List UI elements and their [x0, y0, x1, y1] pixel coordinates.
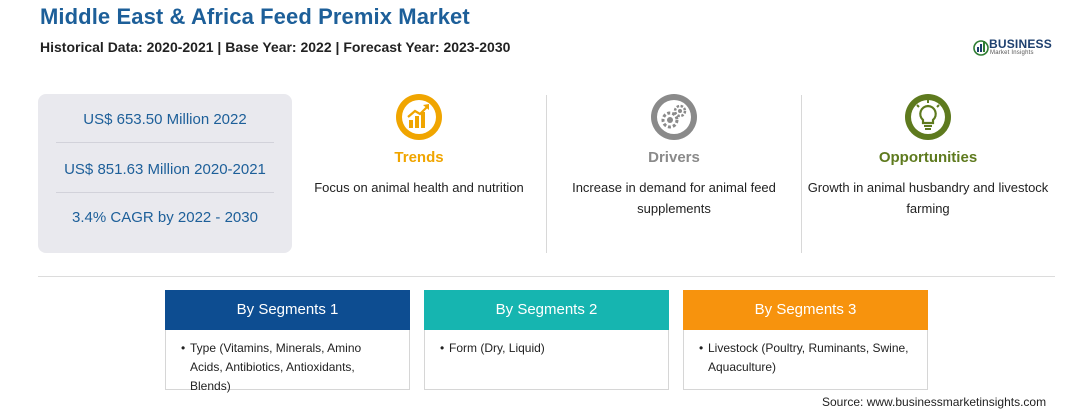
logo-mark-icon [973, 40, 989, 56]
stat-cagr: 3.4% CAGR by 2022 - 2030 [72, 209, 258, 226]
trends-text: Focus on animal health and nutrition [314, 180, 524, 195]
section-divider [38, 276, 1055, 277]
company-logo: BUSINESS Market Insights [973, 36, 1063, 62]
gears-icon [649, 92, 699, 142]
drivers-text: Increase in demand for animal feed suppl… [572, 180, 776, 216]
opportunities-title: Opportunities [878, 149, 978, 166]
stats-panel: US$ 653.50 Million 2022 US$ 851.63 Milli… [38, 94, 292, 253]
drivers-title: Drivers [648, 149, 700, 166]
page-title: Middle East & Africa Feed Premix Market [40, 4, 470, 29]
segment-3-text: Livestock (Poultry, Ruminants, Swine, Aq… [708, 341, 909, 374]
source-note: Source: www.businessmarketinsights.com [822, 395, 1047, 409]
column-divider [801, 95, 802, 253]
segment-3-header: By Segments 3 [683, 290, 928, 330]
logo-sub: Market Insights [990, 50, 1034, 56]
chart-up-icon [394, 92, 444, 142]
stat-divider [56, 142, 274, 143]
column-divider [546, 95, 547, 253]
stat-market-size-historical: US$ 851.63 Million 2020-2021 [64, 161, 266, 178]
stat-market-size-2022: US$ 653.50 Million 2022 [83, 111, 247, 128]
segment-1: By Segments 1 • Type (Vitamins, Minerals… [165, 290, 410, 393]
segment-2-header: By Segments 2 [424, 290, 669, 330]
segment-2-body: • Form (Dry, Liquid) [424, 330, 669, 390]
page-subtitle: Historical Data: 2020-2021 | Base Year: … [40, 39, 511, 55]
segment-1-header: By Segments 1 [165, 290, 410, 330]
bullet-icon: • [181, 341, 186, 355]
segment-1-body: • Type (Vitamins, Minerals, Amino Acids,… [165, 330, 410, 393]
segment-1-text: Type (Vitamins, Minerals, Amino Acids, A… [190, 341, 362, 393]
opportunities-text: Growth in animal husbandry and livestock… [807, 180, 1049, 216]
trends-title: Trends [394, 149, 444, 166]
logo-word: BUSINESS [989, 37, 1052, 51]
segment-3: By Segments 3 • Livestock (Poultry, Rumi… [683, 290, 928, 390]
stat-divider [56, 192, 274, 193]
segment-2: By Segments 2 • Form (Dry, Liquid) [424, 290, 669, 390]
lightbulb-icon [903, 92, 953, 142]
bullet-icon: • [440, 341, 445, 355]
segment-2-text: Form (Dry, Liquid) [449, 341, 545, 355]
segment-3-body: • Livestock (Poultry, Ruminants, Swine, … [683, 330, 928, 390]
bullet-icon: • [699, 341, 704, 355]
